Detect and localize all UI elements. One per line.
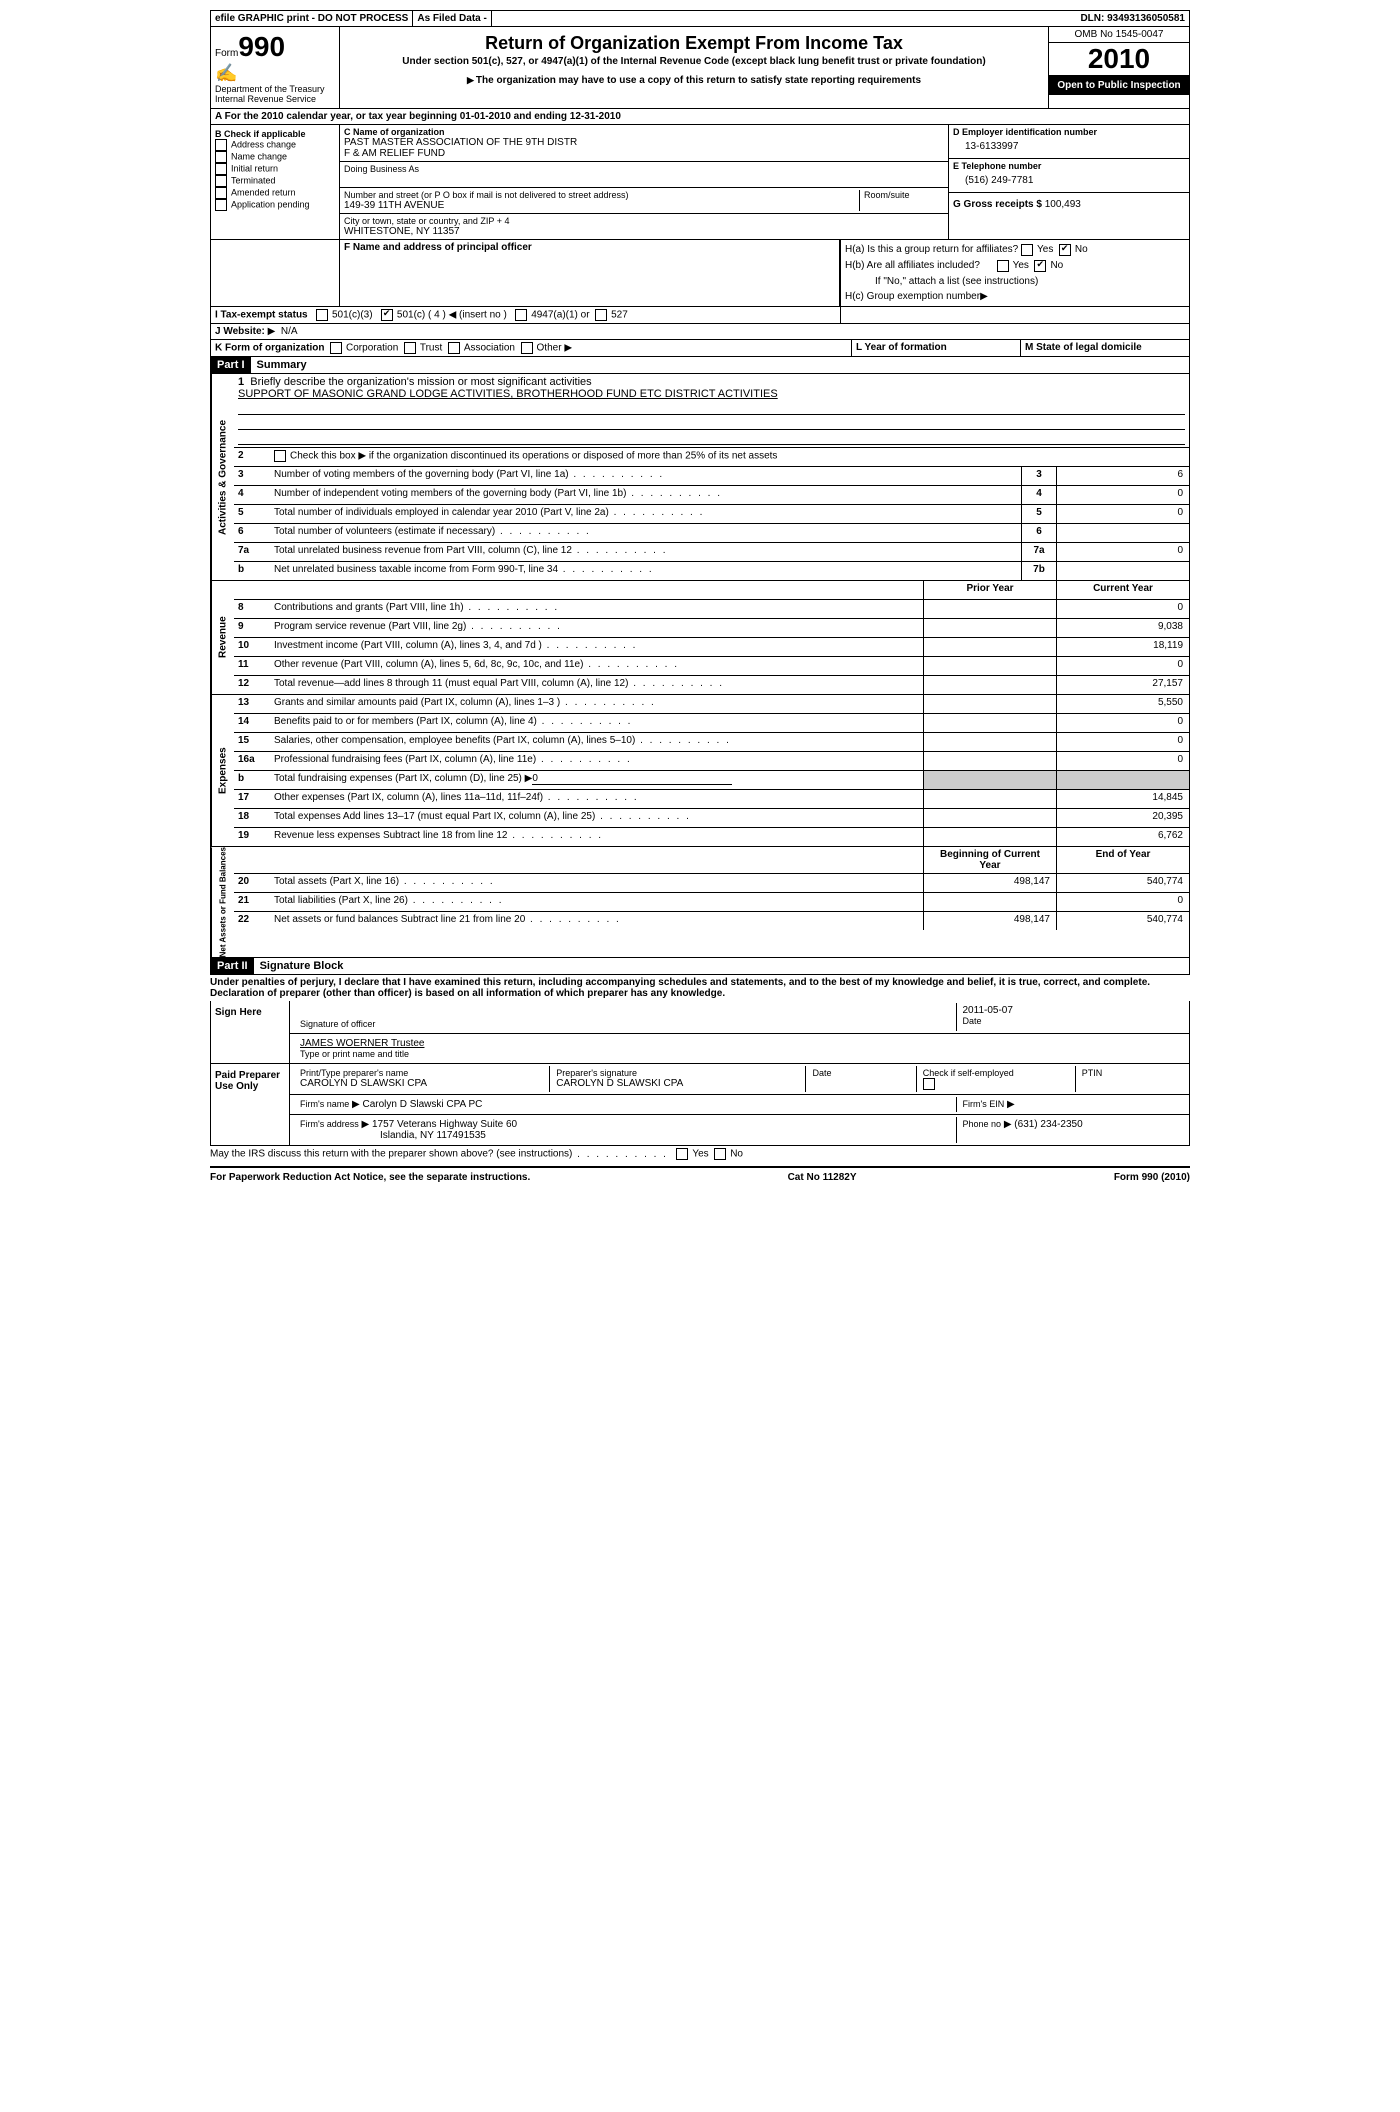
line-k: K Form of organization Corporation Trust… (210, 340, 1190, 357)
part-ii-header: Part II Signature Block (210, 958, 1190, 975)
form-number: Form990 (215, 31, 335, 63)
dept-treasury: Department of the Treasury (215, 84, 335, 94)
chk-hb-yes[interactable] (997, 260, 1009, 272)
dln: DLN: 93493136050581 (492, 11, 1189, 26)
box-fh: F Name and address of principal officer … (210, 240, 1190, 307)
section-a: A For the 2010 calendar year, or tax yea… (210, 109, 1190, 125)
tax-year: 2010 (1049, 43, 1189, 76)
street-address: 149-39 11TH AVENUE (344, 200, 859, 211)
part-i-header: Part I Summary (210, 357, 1190, 374)
as-filed: As Filed Data - (413, 11, 491, 26)
chk-501c[interactable] (381, 309, 393, 321)
header-center: Return of Organization Exempt From Incom… (340, 27, 1049, 108)
efile-notice: efile GRAPHIC print - DO NOT PROCESS (211, 11, 413, 26)
org-name-2: F & AM RELIEF FUND (344, 148, 944, 159)
chk-ha-yes[interactable] (1021, 244, 1033, 256)
chk-amended[interactable] (215, 187, 227, 199)
revenue-section: Revenue Prior YearCurrent Year 8Contribu… (210, 581, 1190, 695)
header-right: OMB No 1545-0047 2010 Open to Public Ins… (1049, 27, 1189, 108)
chk-hb-no[interactable] (1034, 260, 1046, 272)
ein: 13-6133997 (953, 137, 1185, 156)
website: N/A (281, 326, 298, 337)
line-i: I Tax-exempt status 501(c)(3) 501(c) ( 4… (210, 307, 1190, 324)
irs: Internal Revenue Service (215, 94, 335, 104)
irs-discuss: May the IRS discuss this return with the… (210, 1146, 1190, 1162)
org-name-1: PAST MASTER ASSOCIATION OF THE 9TH DISTR (344, 137, 944, 148)
box-b: B Check if applicable Address change Nam… (211, 125, 340, 239)
subtitle-2: The organization may have to use a copy … (344, 75, 1044, 86)
signature-block: Sign Here Signature of officer 2011-05-0… (210, 1001, 1190, 1146)
chk-pending[interactable] (215, 199, 227, 211)
header-left: Form990 ✍ Department of the Treasury Int… (211, 27, 340, 108)
mission: SUPPORT OF MASONIC GRAND LODGE ACTIVITIE… (238, 388, 1185, 400)
chk-terminated[interactable] (215, 175, 227, 187)
public-inspection: Open to Public Inspection (1049, 76, 1189, 95)
chk-ha-no[interactable] (1059, 244, 1071, 256)
chk-name[interactable] (215, 151, 227, 163)
chk-initial[interactable] (215, 163, 227, 175)
form-990-page: efile GRAPHIC print - DO NOT PROCESS As … (210, 10, 1190, 1187)
subtitle-1: Under section 501(c), 527, or 4947(a)(1)… (344, 56, 1044, 67)
form-header: Form990 ✍ Department of the Treasury Int… (210, 27, 1190, 109)
box-c: C Name of organization PAST MASTER ASSOC… (340, 125, 948, 239)
perjury-statement: Under penalties of perjury, I declare th… (210, 975, 1190, 1001)
omb-number: OMB No 1545-0047 (1049, 27, 1189, 43)
line-j: J Website: ▶ N/A (210, 324, 1190, 340)
city-state-zip: WHITESTONE, NY 11357 (344, 226, 944, 237)
governance-section: Activities & Governance 1 Briefly descri… (210, 374, 1190, 581)
gross-receipts: 100,493 (1045, 199, 1081, 210)
netassets-section: Net Assets or Fund Balances Beginning of… (210, 847, 1190, 958)
form-title: Return of Organization Exempt From Incom… (344, 33, 1044, 54)
chk-address[interactable] (215, 139, 227, 151)
box-bcd: B Check if applicable Address change Nam… (210, 125, 1190, 240)
page-footer: For Paperwork Reduction Act Notice, see … (210, 1166, 1190, 1187)
expenses-section: Expenses 13Grants and similar amounts pa… (210, 695, 1190, 847)
officer-name: JAMES WOERNER Trustee (300, 1038, 1179, 1049)
top-bar: efile GRAPHIC print - DO NOT PROCESS As … (210, 10, 1190, 27)
box-d: D Employer identification number13-61339… (948, 125, 1189, 239)
telephone: (516) 249-7781 (953, 171, 1185, 190)
